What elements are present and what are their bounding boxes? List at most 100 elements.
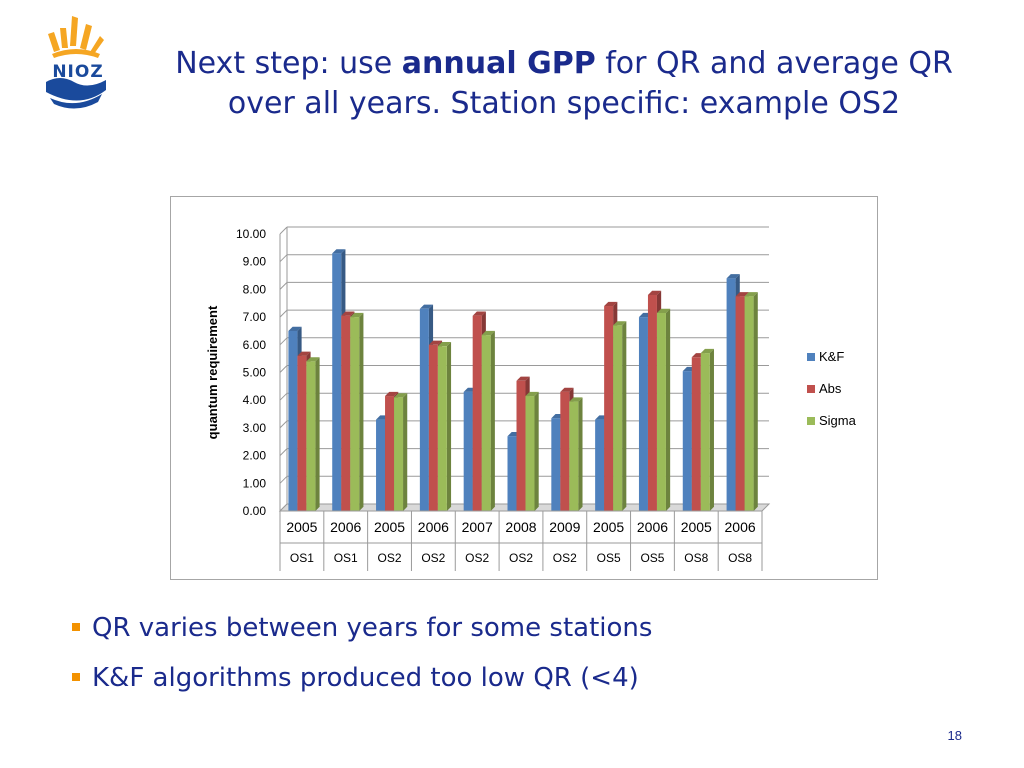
gridline-depth — [279, 337, 288, 346]
bar-sigma — [656, 312, 666, 511]
x-tick-label: 2005 — [593, 519, 624, 535]
y-tick-label: 7.00 — [243, 310, 267, 324]
chart-frame: 0.00 1.00 2.00 3.00 4.00 5.00 6.00 7.00 8.00 9.00… — [170, 196, 878, 580]
y-tick-label: 4.00 — [243, 393, 267, 407]
bar-side — [403, 393, 408, 511]
bar-top — [516, 376, 530, 381]
legend-swatch — [807, 385, 815, 393]
x-tick-label: 2005 — [374, 519, 405, 535]
bar-side — [534, 391, 539, 511]
x-group-label: OS5 — [597, 551, 621, 565]
gridline-depth — [279, 420, 288, 429]
y-tick-label: 1.00 — [243, 476, 267, 490]
bar-side — [578, 397, 583, 511]
bar-sigma — [350, 317, 360, 511]
x-group-label: OS5 — [640, 551, 664, 565]
x-tick-label: 2006 — [418, 519, 449, 535]
bar-side — [753, 292, 758, 511]
bar-top — [306, 357, 320, 362]
y-tick-label: 8.00 — [243, 282, 267, 296]
x-group-label: OS2 — [553, 551, 577, 565]
x-group-label: OS2 — [509, 551, 533, 565]
bar-abs — [297, 355, 307, 511]
x-tick-label: 2006 — [637, 519, 668, 535]
y-tick-label: 5.00 — [243, 366, 267, 380]
x-group-label: OS2 — [421, 551, 445, 565]
bar-top — [288, 326, 302, 331]
bar-sigma — [394, 397, 404, 511]
x-group-label: OS2 — [378, 551, 402, 565]
legend-label: Abs — [819, 381, 842, 396]
legend-swatch — [807, 417, 815, 425]
bar-top — [525, 391, 539, 397]
bar-top — [735, 292, 749, 297]
bar-kf — [376, 419, 386, 511]
bar-top — [604, 301, 618, 307]
slide-title: Next step: use annual GPP for QR and ave… — [160, 44, 968, 124]
bar-top — [472, 311, 486, 316]
bar-kf — [463, 391, 473, 511]
y-tick-label: 9.00 — [243, 255, 267, 269]
bullet-text: K&F algorithms produced too low QR (<4) — [92, 663, 639, 693]
bullet-item: QR varies between years for some station… — [70, 610, 950, 646]
bar-kf — [726, 278, 736, 511]
bar-top — [744, 292, 758, 297]
bar-kf — [595, 419, 605, 511]
bar-top — [350, 312, 364, 318]
bar-top — [341, 311, 355, 316]
gridline-depth — [279, 475, 288, 484]
bar-sigma — [437, 346, 447, 511]
bar-top — [560, 387, 574, 392]
bar-side — [446, 341, 452, 511]
bar-side — [490, 330, 495, 511]
legend-label: K&F — [819, 349, 844, 364]
bar-top — [613, 321, 627, 326]
gridline-depth — [279, 309, 288, 318]
bar-abs — [691, 357, 701, 511]
title-post: for QR and average QR over all years. St… — [227, 46, 953, 121]
bar-sigma — [569, 401, 579, 511]
gridline-depth — [279, 365, 288, 373]
y-tick-label: 2.00 — [243, 449, 267, 463]
bullet-marker — [72, 673, 80, 681]
bar-top — [394, 393, 408, 398]
bar-side — [709, 348, 714, 511]
y-tick-label: 3.00 — [243, 421, 267, 435]
x-tick-label: 2006 — [725, 519, 756, 535]
x-tick-label: 2009 — [549, 519, 580, 535]
bar-abs — [516, 380, 526, 511]
bar-top — [700, 348, 714, 354]
bar-top — [419, 304, 434, 309]
bar-top — [332, 249, 346, 254]
bar-abs — [560, 391, 570, 511]
x-group-label: OS8 — [728, 551, 752, 565]
nioz-logo: NIOZ — [40, 10, 116, 110]
bar-abs — [385, 396, 395, 511]
legend-swatch — [807, 353, 815, 361]
gridline-depth — [279, 392, 288, 401]
x-tick-label: 2007 — [462, 519, 493, 535]
bar-side — [359, 312, 364, 511]
bar-sigma — [525, 396, 535, 511]
bar-sigma — [306, 361, 316, 511]
bar-kf — [332, 253, 342, 511]
bar-kf — [551, 418, 561, 511]
bar-top — [437, 341, 452, 347]
bar-top — [385, 391, 399, 397]
x-tick-label: 2006 — [330, 519, 361, 535]
bar-abs — [647, 294, 657, 511]
page-number: 18 — [947, 728, 962, 743]
bar-kf — [507, 436, 517, 511]
bullet-text: QR varies between years for some station… — [92, 613, 653, 643]
bar-sigma — [700, 353, 710, 511]
nioz-logo-graphic — [46, 16, 106, 109]
bar-kf — [288, 330, 298, 511]
bullet-list: QR varies between years for some station… — [70, 610, 950, 710]
bar-abs — [341, 315, 351, 511]
gridline-depth — [279, 254, 288, 263]
x-tick-label: 2005 — [681, 519, 712, 535]
bar-abs — [472, 315, 482, 511]
bar-top — [726, 274, 740, 279]
bar-kf — [638, 317, 648, 511]
title-bold: annual GPP — [401, 46, 596, 81]
